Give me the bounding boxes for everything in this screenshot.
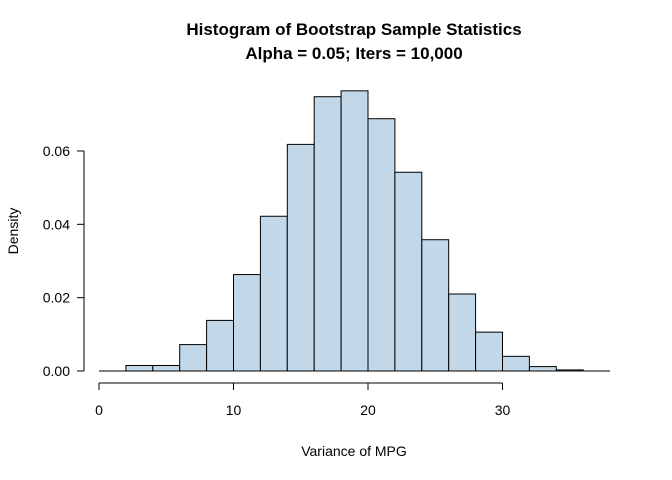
y-tick-label: 0.06 <box>43 143 70 159</box>
histogram-bars <box>99 90 611 372</box>
histogram-bar <box>152 364 181 372</box>
x-tick-label: 20 <box>360 402 376 418</box>
histogram-bar <box>233 274 261 372</box>
x-axis: 0 10 20 30 <box>95 382 511 418</box>
histogram-bar <box>259 215 288 372</box>
histogram-bar <box>502 355 530 372</box>
histogram-bar <box>448 293 477 372</box>
y-axis-label: Density <box>5 208 21 255</box>
y-tick-label: 0.04 <box>43 216 70 232</box>
histogram-bar <box>313 96 342 372</box>
histogram-bar <box>475 331 504 372</box>
x-tick-label: 10 <box>226 402 242 418</box>
x-tick-label: 30 <box>495 402 511 418</box>
histogram-bar <box>179 344 208 372</box>
y-tick-label: 0.02 <box>43 290 70 306</box>
histogram-bar <box>394 171 423 372</box>
histogram-bar <box>125 364 154 372</box>
chart-subtitle: Alpha = 0.05; Iters = 10,000 <box>245 44 462 63</box>
x-tick-label: 0 <box>95 402 103 418</box>
histogram-bar <box>528 366 557 372</box>
x-axis-label: Variance of MPG <box>301 443 407 459</box>
histogram-bar <box>206 319 235 372</box>
histogram-bar <box>555 369 584 372</box>
chart-title: Histogram of Bootstrap Sample Statistics <box>186 20 521 39</box>
y-axis: 0.00 0.02 0.04 0.06 <box>43 143 85 379</box>
y-tick-label: 0.00 <box>43 363 70 379</box>
histogram-bar <box>286 143 315 372</box>
histogram-bar <box>340 90 369 372</box>
histogram-bar <box>421 239 450 372</box>
histogram-bar <box>367 118 396 372</box>
